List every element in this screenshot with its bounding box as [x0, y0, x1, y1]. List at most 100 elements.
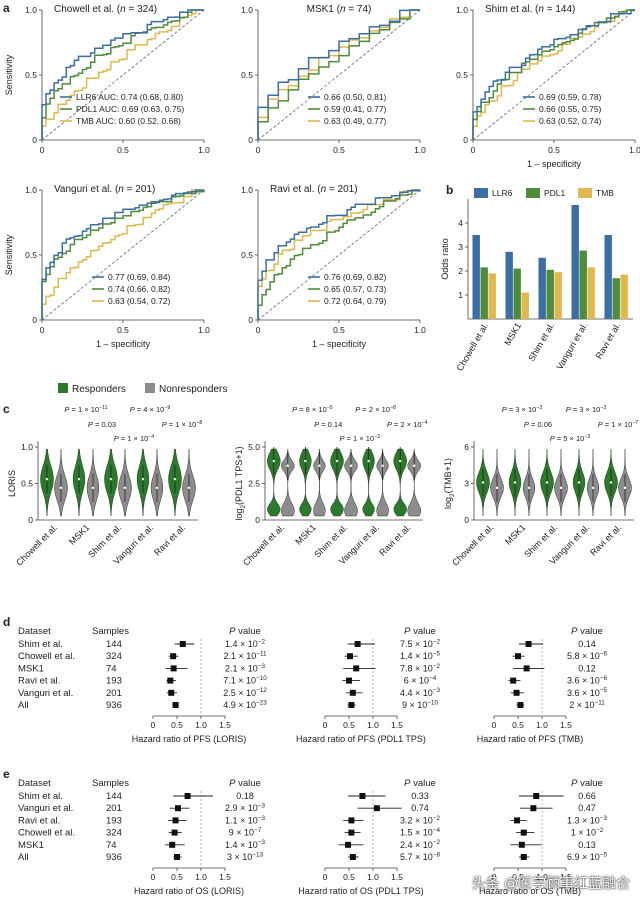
hr-point: [520, 829, 527, 836]
y-tick-label: 0: [28, 515, 33, 525]
x-tick-label: 0.5: [171, 872, 183, 882]
y-axis-label: Sensitivity: [4, 54, 14, 95]
y-tick-label: 2.5: [248, 479, 260, 489]
forest-row-samples: 74: [106, 840, 117, 851]
hr-point: [172, 702, 179, 708]
x-tick-label: MSK1: [293, 522, 317, 546]
forest-pvalue: 3.6 × 10−5: [567, 687, 607, 698]
bar-tmb-4: [620, 274, 628, 319]
y-tick-label: 1.0: [241, 185, 253, 195]
violin-responders-3: [362, 448, 375, 517]
forest-pvalue: 5.7 × 10−8: [400, 851, 440, 862]
violin-median: [381, 464, 384, 467]
hr-point: [525, 641, 532, 647]
y-tick-label: 0: [32, 135, 37, 145]
forest-row-dataset: Ravi et al.: [18, 815, 60, 826]
violin-median: [318, 464, 321, 467]
forest-pvalue: 3 × 10−13: [227, 851, 263, 862]
legend-auc-pdl1: 0.74 (0.66, 0.82): [108, 284, 171, 294]
forest-pvalue: 0.13: [578, 840, 596, 850]
roc-panel-1: 00 0.5 0.5 1.0 1.0 Sensitivity Chowell et al. …: [4, 4, 210, 155]
roc-title: Chowell et al. (n = 324): [54, 4, 157, 15]
bar-tmb-2: [554, 272, 562, 319]
y-axis-label: log2(TMB+1): [443, 458, 456, 509]
x-tick-label: Vanguri et al.: [554, 321, 589, 371]
x-tick-label: 0: [151, 872, 156, 882]
x-tick-label: MSK1: [503, 522, 527, 546]
hr-point: [530, 805, 537, 812]
bar-llr6-4: [604, 235, 612, 319]
forest-row-dataset: All: [18, 700, 29, 711]
x-tick-label: 1.5: [560, 872, 572, 882]
legend-nonresponders: Nonresponders: [159, 384, 227, 395]
y-tick-label: 3: [464, 479, 469, 489]
x-tick-label: 0: [256, 145, 261, 155]
roc-curve-tmb: [41, 9, 204, 140]
y-tick-label: 1.0: [241, 5, 253, 15]
violin-median: [272, 459, 275, 463]
y-tick-label: 1.0: [21, 442, 33, 452]
roc-panel-3: 00 0.5 0.5 1.0 1.0 1 – specificity Shim et al.…: [456, 4, 640, 169]
roc-curve-pdl1: [41, 190, 205, 320]
x-tick-label: 1.5: [391, 872, 403, 882]
legend-swatch-llr6: [474, 188, 488, 198]
forest-pvalue: 1.4 × 10−3: [225, 839, 265, 850]
x-tick-label: 1.0: [414, 145, 426, 155]
forest-pvalue: 2.4 × 10−2: [400, 839, 440, 850]
x-axis-label: 1 – specificity: [96, 339, 151, 349]
forest-row-dataset: Vanguri et al.: [18, 803, 73, 814]
hr-point: [171, 829, 178, 836]
violin-median: [123, 486, 127, 490]
panel-letter-d: d: [3, 615, 10, 629]
hr-point: [373, 805, 380, 812]
violin-median: [559, 486, 563, 490]
violin-median: [77, 477, 81, 481]
y-tick-label: 4: [458, 218, 463, 228]
forest-pvalue: 2.5 × 10−12: [223, 687, 267, 698]
x-tick-label: 1.0: [195, 872, 207, 882]
forest-pvalue: 0.12: [578, 663, 596, 673]
hr-point: [169, 841, 176, 848]
violin-median: [609, 481, 613, 484]
hr-point: [348, 829, 355, 836]
x-tick-label: Ravi et al.: [152, 522, 187, 557]
legend-auc-pdl1: 0.66 (0.55, 0.75): [539, 104, 602, 114]
hr-point: [510, 677, 517, 684]
violin-median: [91, 486, 95, 490]
forest-row-dataset: Shim et al.: [18, 791, 63, 802]
y-tick-label: 2: [458, 266, 463, 276]
p-value: P = 3 × 10−3: [566, 405, 607, 414]
x-axis-label: Hazard ratio of OS (LORIS): [134, 886, 244, 896]
legend-auc-tmb: 0.72 (0.64, 0.79): [324, 296, 387, 306]
x-axis-label: Hazard ratio of OS (TMB): [479, 886, 581, 896]
violin-median: [109, 477, 113, 481]
os-forest-3: P value 0 0.5 1.0 1.5 Hazard ratio of OS (TMB…: [479, 778, 603, 896]
forest-pvalue: 0.66: [578, 791, 596, 801]
x-axis-label: Hazard ratio of PFS (PDL1 TPS): [296, 734, 426, 744]
x-tick-label: Chowell et al.: [14, 522, 59, 567]
x-axis-label: 1 – specificity: [527, 159, 582, 169]
forest-pvalue: 0.47: [578, 803, 596, 813]
forest-row-samples: 193: [106, 676, 122, 687]
y-axis-label: LORIS: [7, 470, 17, 497]
y-tick-label: 0: [463, 135, 468, 145]
y-tick-label: 0: [464, 515, 469, 525]
roc-title: Vanguri et al. (n = 201): [54, 184, 155, 195]
x-tick-label: 0.5: [512, 720, 524, 730]
hr-point: [513, 689, 520, 696]
roc-curve-llr6: [472, 9, 635, 140]
forest-row-dataset: Ravi et al.: [18, 676, 60, 687]
x-tick-label: 0.5: [171, 720, 183, 730]
roc-curve-llr6: [41, 189, 204, 320]
x-tick-label: 1.0: [367, 720, 379, 730]
bar-pdl1-3: [579, 250, 587, 319]
violin-nonresponders-1: [313, 448, 326, 517]
hr-point: [184, 793, 191, 799]
forest-pvalue: 7.8 × 10−2: [400, 663, 440, 674]
forest-row-samples: 936: [106, 852, 122, 863]
hr-point: [348, 817, 355, 824]
violin-median: [173, 477, 177, 481]
y-tick-label: 5.0: [248, 442, 260, 452]
hr-point: [179, 641, 186, 647]
